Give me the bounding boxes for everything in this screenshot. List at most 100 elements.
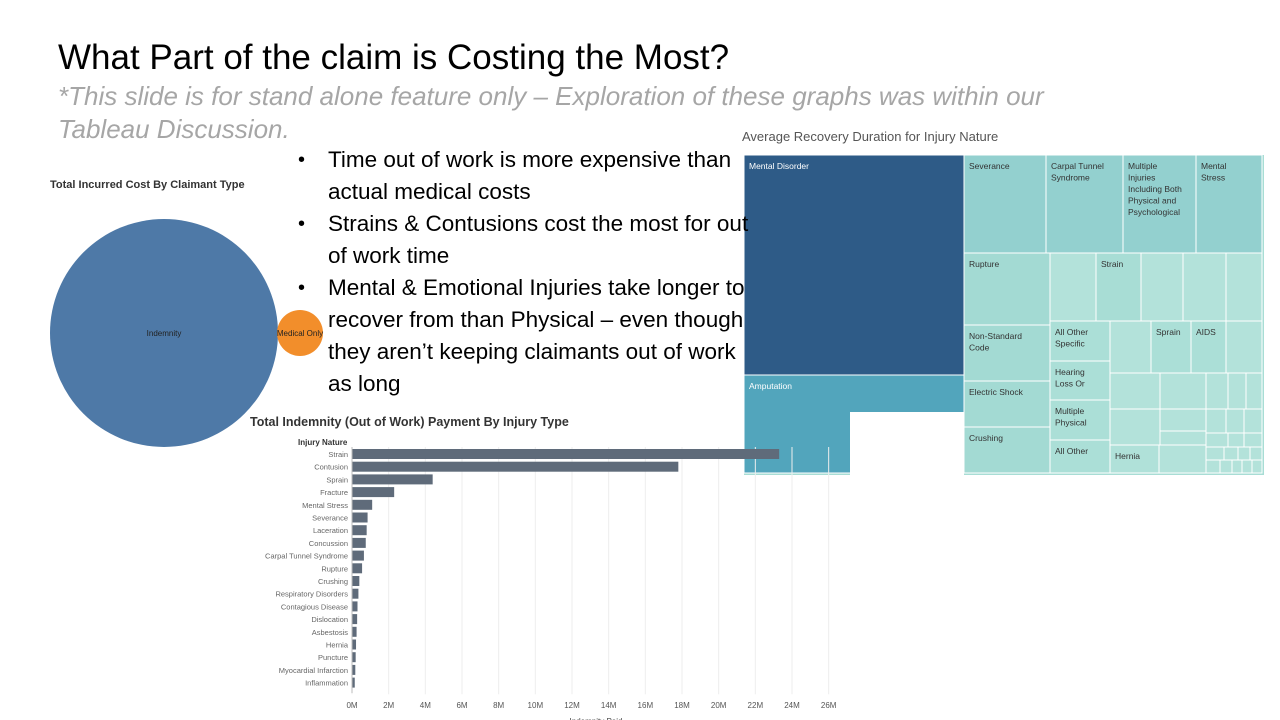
bar-category-label: Myocardial Infarction — [279, 666, 348, 675]
bar-category-label: Respiratory Disorders — [275, 590, 348, 599]
bubble-chart-title: Total Incurred Cost By Claimant Type — [50, 179, 245, 191]
treemap-tile-small — [1205, 372, 1229, 410]
treemap-tile-small — [1205, 459, 1221, 474]
treemap-label: All Other — [1055, 446, 1088, 456]
bar-tick-label: 0M — [346, 701, 357, 710]
bar-category-label: Hernia — [326, 641, 349, 650]
treemap-label: Non-Standard Code — [969, 331, 1022, 353]
treemap-tile — [1109, 444, 1160, 474]
bar-inflammation — [352, 677, 355, 688]
bar-category-label: Dislocation — [311, 615, 348, 624]
treemap-label: Multiple Physical — [1055, 406, 1087, 428]
bar-asbestosis — [352, 626, 357, 637]
treemap-label: Crushing — [969, 433, 1003, 443]
bar-mental-stress — [352, 499, 373, 510]
treemap-tile-small — [1243, 408, 1263, 434]
bar-category-label: Contagious Disease — [281, 602, 348, 611]
bar-category-label: Fracture — [320, 488, 348, 497]
treemap-tile-small — [1227, 432, 1245, 448]
treemap-tile — [1049, 320, 1111, 362]
treemap-tile-small — [1249, 446, 1263, 461]
treemap-tile — [1122, 155, 1197, 254]
bar-category-label: Mental Stress — [302, 501, 348, 510]
treemap-tile — [1049, 439, 1111, 474]
bullet-item: Strains & Contusions cost the most for o… — [296, 208, 756, 272]
treemap-chart: Mental Disorder Amputation Severance Carpal… — [744, 155, 1264, 475]
bar-tick-label: 12M — [564, 701, 580, 710]
bubble-label-indemnity: Indemnity — [147, 329, 182, 338]
treemap-label: AIDS — [1196, 327, 1216, 337]
treemap-tile-small — [1227, 372, 1247, 410]
bullet-item: Time out of work is more expensive than … — [296, 144, 756, 208]
bullet-list: Time out of work is more expensive than … — [296, 144, 756, 400]
bar-tick-label: 24M — [784, 701, 800, 710]
bar-category-header: Injury Nature — [298, 438, 348, 447]
treemap-label: Mental Disorder — [749, 161, 809, 171]
treemap-tile — [744, 155, 965, 376]
treemap-tile-small — [1243, 432, 1263, 448]
treemap-tile-small — [1182, 252, 1227, 322]
treemap-tile-small — [1109, 372, 1161, 410]
treemap-tile-small — [1205, 446, 1225, 461]
treemap-tile-small — [1241, 459, 1253, 474]
treemap-tile — [1045, 155, 1124, 254]
bar-category-label: Strain — [328, 450, 348, 459]
treemap-label: Carpal Tunnel Syndrome — [1051, 161, 1104, 183]
bar-x-axis-label: Indemnity Paid — [570, 717, 623, 720]
bar-chart-title: Total Indemnity (Out of Work) Payment By… — [250, 415, 569, 429]
treemap-title: Average Recovery Duration for Injury Nat… — [742, 129, 999, 144]
treemap-tile — [963, 426, 1051, 474]
slide-title: What Part of the claim is Costing the Mo… — [58, 38, 730, 77]
bar-category-label: Laceration — [313, 526, 348, 535]
bar-laceration — [352, 525, 367, 536]
bar-category-label: Crushing — [318, 577, 348, 586]
treemap-label: Multiple Injuries Including Both Physical a… — [1128, 161, 1182, 217]
bar-category-label: Puncture — [318, 653, 348, 662]
treemap-label: Amputation — [749, 381, 792, 391]
treemap-tile — [963, 155, 1047, 254]
bar-tick-label: 20M — [711, 701, 727, 710]
treemap-tile — [1190, 320, 1227, 374]
bar-fracture — [352, 487, 395, 498]
bar-tick-label: 2M — [383, 701, 394, 710]
treemap-tile — [1195, 155, 1263, 254]
bubble-indemnity — [50, 219, 278, 447]
treemap-label: Hearing Loss Or — [1055, 367, 1085, 389]
bar-tick-label: 16M — [638, 701, 654, 710]
bar-tick-label: 8M — [493, 701, 504, 710]
treemap-label: Rupture — [969, 259, 1000, 269]
treemap-label: All Other Specific — [1055, 327, 1088, 349]
bar-tick-label: 22M — [748, 701, 764, 710]
bar-respiratory-disorders — [352, 588, 359, 599]
bar-hernia — [352, 639, 357, 650]
bar-contusion — [352, 461, 679, 472]
bar-chart: Injury Nature Strain Contusion Sprain Fractu… — [265, 438, 837, 720]
bullet-item: Mental & Emotional Injuries take longer … — [296, 272, 756, 400]
bar-category-label: Sprain — [326, 475, 348, 484]
bar-myocardial-infarction — [352, 664, 356, 675]
bar-strain — [352, 449, 780, 459]
treemap-tile-small — [1231, 459, 1243, 474]
bar-tick-label: 14M — [601, 701, 617, 710]
bar-tick-label: 6M — [456, 701, 467, 710]
treemap-tile-small — [1205, 408, 1227, 434]
treemap-tile — [1095, 252, 1142, 322]
treemap-tile-small — [1219, 459, 1233, 474]
treemap-tile-small — [1159, 408, 1207, 432]
treemap-tile-small — [1245, 372, 1263, 410]
treemap-label: Strain — [1101, 259, 1123, 269]
bar-category-label: Rupture — [321, 564, 348, 573]
bar-tick-label: 10M — [528, 701, 544, 710]
bar-carpal-tunnel-syndrome — [352, 550, 364, 561]
treemap-tile-small — [1223, 446, 1239, 461]
bar-rupture — [352, 563, 363, 574]
treemap-tile-small — [1225, 320, 1263, 374]
treemap-tile — [1049, 399, 1111, 441]
treemap-label: Severance — [969, 161, 1010, 171]
treemap-tile-small — [1140, 252, 1184, 322]
slide-subtitle: *This slide is for stand alone feature o… — [58, 81, 1044, 144]
treemap-tile — [963, 380, 1051, 428]
treemap-gap — [850, 412, 964, 475]
bar-concussion — [352, 537, 366, 548]
bar-category-label: Concussion — [309, 539, 348, 548]
